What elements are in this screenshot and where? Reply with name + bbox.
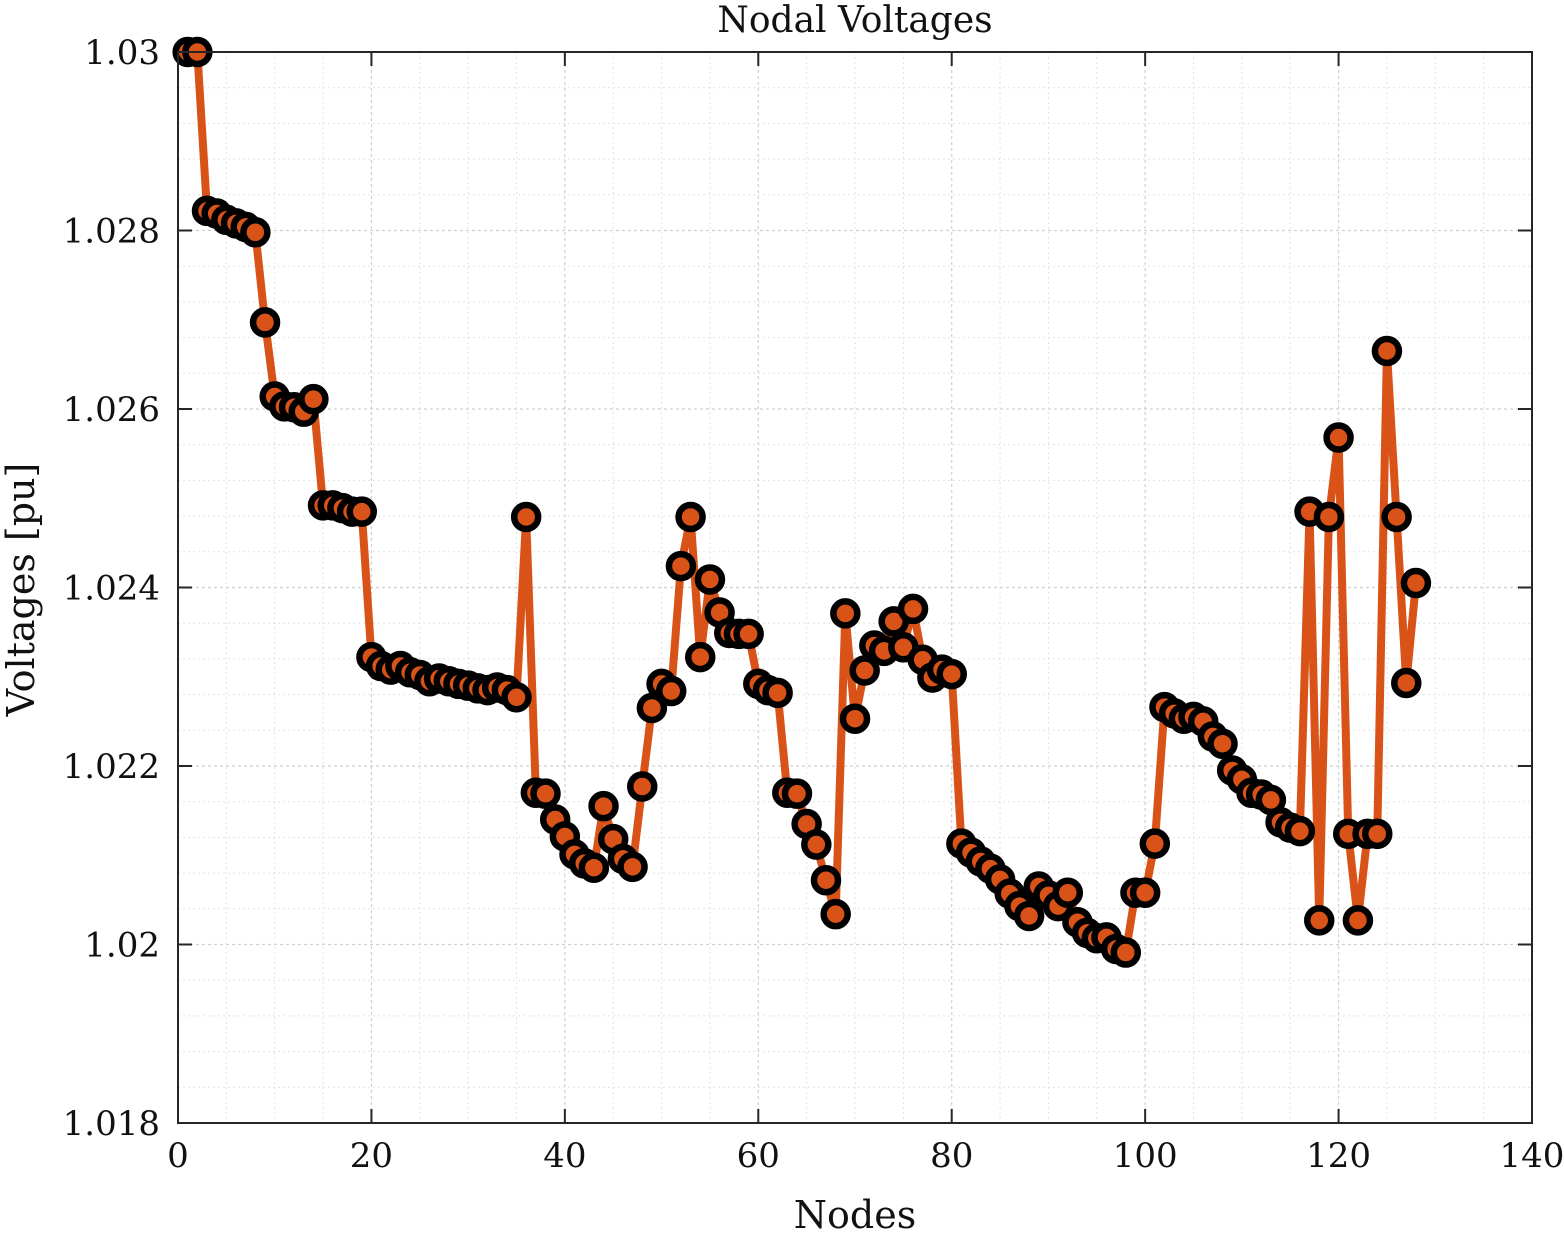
data-point — [1110, 937, 1142, 968]
data-point — [1139, 828, 1171, 859]
x-tick-labels: 0 20 40 60 80 100 120 140 — [167, 1136, 1564, 1176]
data-point — [839, 703, 871, 734]
data-point — [578, 852, 610, 883]
data-point — [936, 658, 967, 690]
data-point — [1052, 877, 1084, 908]
y-tick-label: 1.03 — [84, 33, 160, 73]
data-point — [801, 829, 832, 860]
x-tick-label: 40 — [543, 1136, 586, 1176]
data-point — [636, 692, 668, 724]
x-axis-title: Nodes — [794, 1193, 916, 1235]
data-point — [530, 778, 561, 809]
y-tick-label: 1.028 — [63, 212, 160, 252]
y-tick-label: 1.026 — [63, 390, 160, 430]
y-tick-label: 1.024 — [63, 569, 160, 609]
data-point — [501, 682, 532, 713]
data-point — [1400, 567, 1432, 599]
data-point — [1342, 905, 1374, 936]
data-point — [655, 675, 687, 707]
x-tick-label: 0 — [167, 1136, 189, 1176]
data-point — [298, 383, 329, 415]
x-tick-label: 60 — [737, 1136, 780, 1176]
data-point — [1391, 667, 1422, 699]
data-point — [510, 501, 542, 533]
data-point — [1303, 905, 1335, 936]
y-tick-label: 1.022 — [63, 747, 160, 787]
data-point — [1323, 422, 1354, 453]
data-point — [810, 864, 842, 896]
data-point — [1362, 818, 1393, 850]
x-tick-label: 120 — [1306, 1136, 1371, 1176]
y-tick-label: 1.018 — [63, 1104, 160, 1144]
data-point — [897, 593, 929, 625]
x-tick-label: 20 — [350, 1136, 393, 1176]
data-point — [240, 217, 271, 248]
data-point — [1129, 877, 1161, 908]
y-tick-labels: 1.018 1.02 1.022 1.024 1.026 1.028 1.03 — [63, 33, 160, 1144]
data-point — [820, 898, 851, 930]
data-point — [1284, 815, 1316, 847]
data-point — [1313, 501, 1345, 533]
data-point — [1207, 728, 1238, 759]
data-point — [617, 851, 648, 883]
data-point — [781, 778, 813, 809]
y-axis-title: Voltages [pu] — [0, 463, 43, 718]
data-point — [762, 677, 793, 709]
tick-mark-layer — [177, 51, 1533, 1124]
chart-title: Nodal Voltages — [717, 0, 992, 41]
data-point — [849, 655, 880, 686]
data-point — [346, 496, 378, 527]
data-point — [626, 771, 658, 802]
y-tick-label: 1.02 — [84, 926, 160, 966]
data-point — [675, 501, 706, 533]
x-tick-label: 80 — [930, 1136, 973, 1176]
data-point — [588, 790, 619, 822]
data-point — [665, 550, 697, 582]
data-point — [249, 307, 281, 338]
data-point — [830, 598, 861, 629]
marker-layer — [172, 36, 1432, 968]
data-point — [1381, 501, 1412, 533]
data-point — [685, 641, 716, 673]
data-point — [1013, 900, 1045, 932]
data-point — [1371, 335, 1403, 367]
data-point — [733, 618, 764, 650]
x-tick-label: 140 — [1500, 1136, 1564, 1176]
data-point — [694, 564, 726, 595]
x-tick-label: 100 — [1113, 1136, 1178, 1176]
